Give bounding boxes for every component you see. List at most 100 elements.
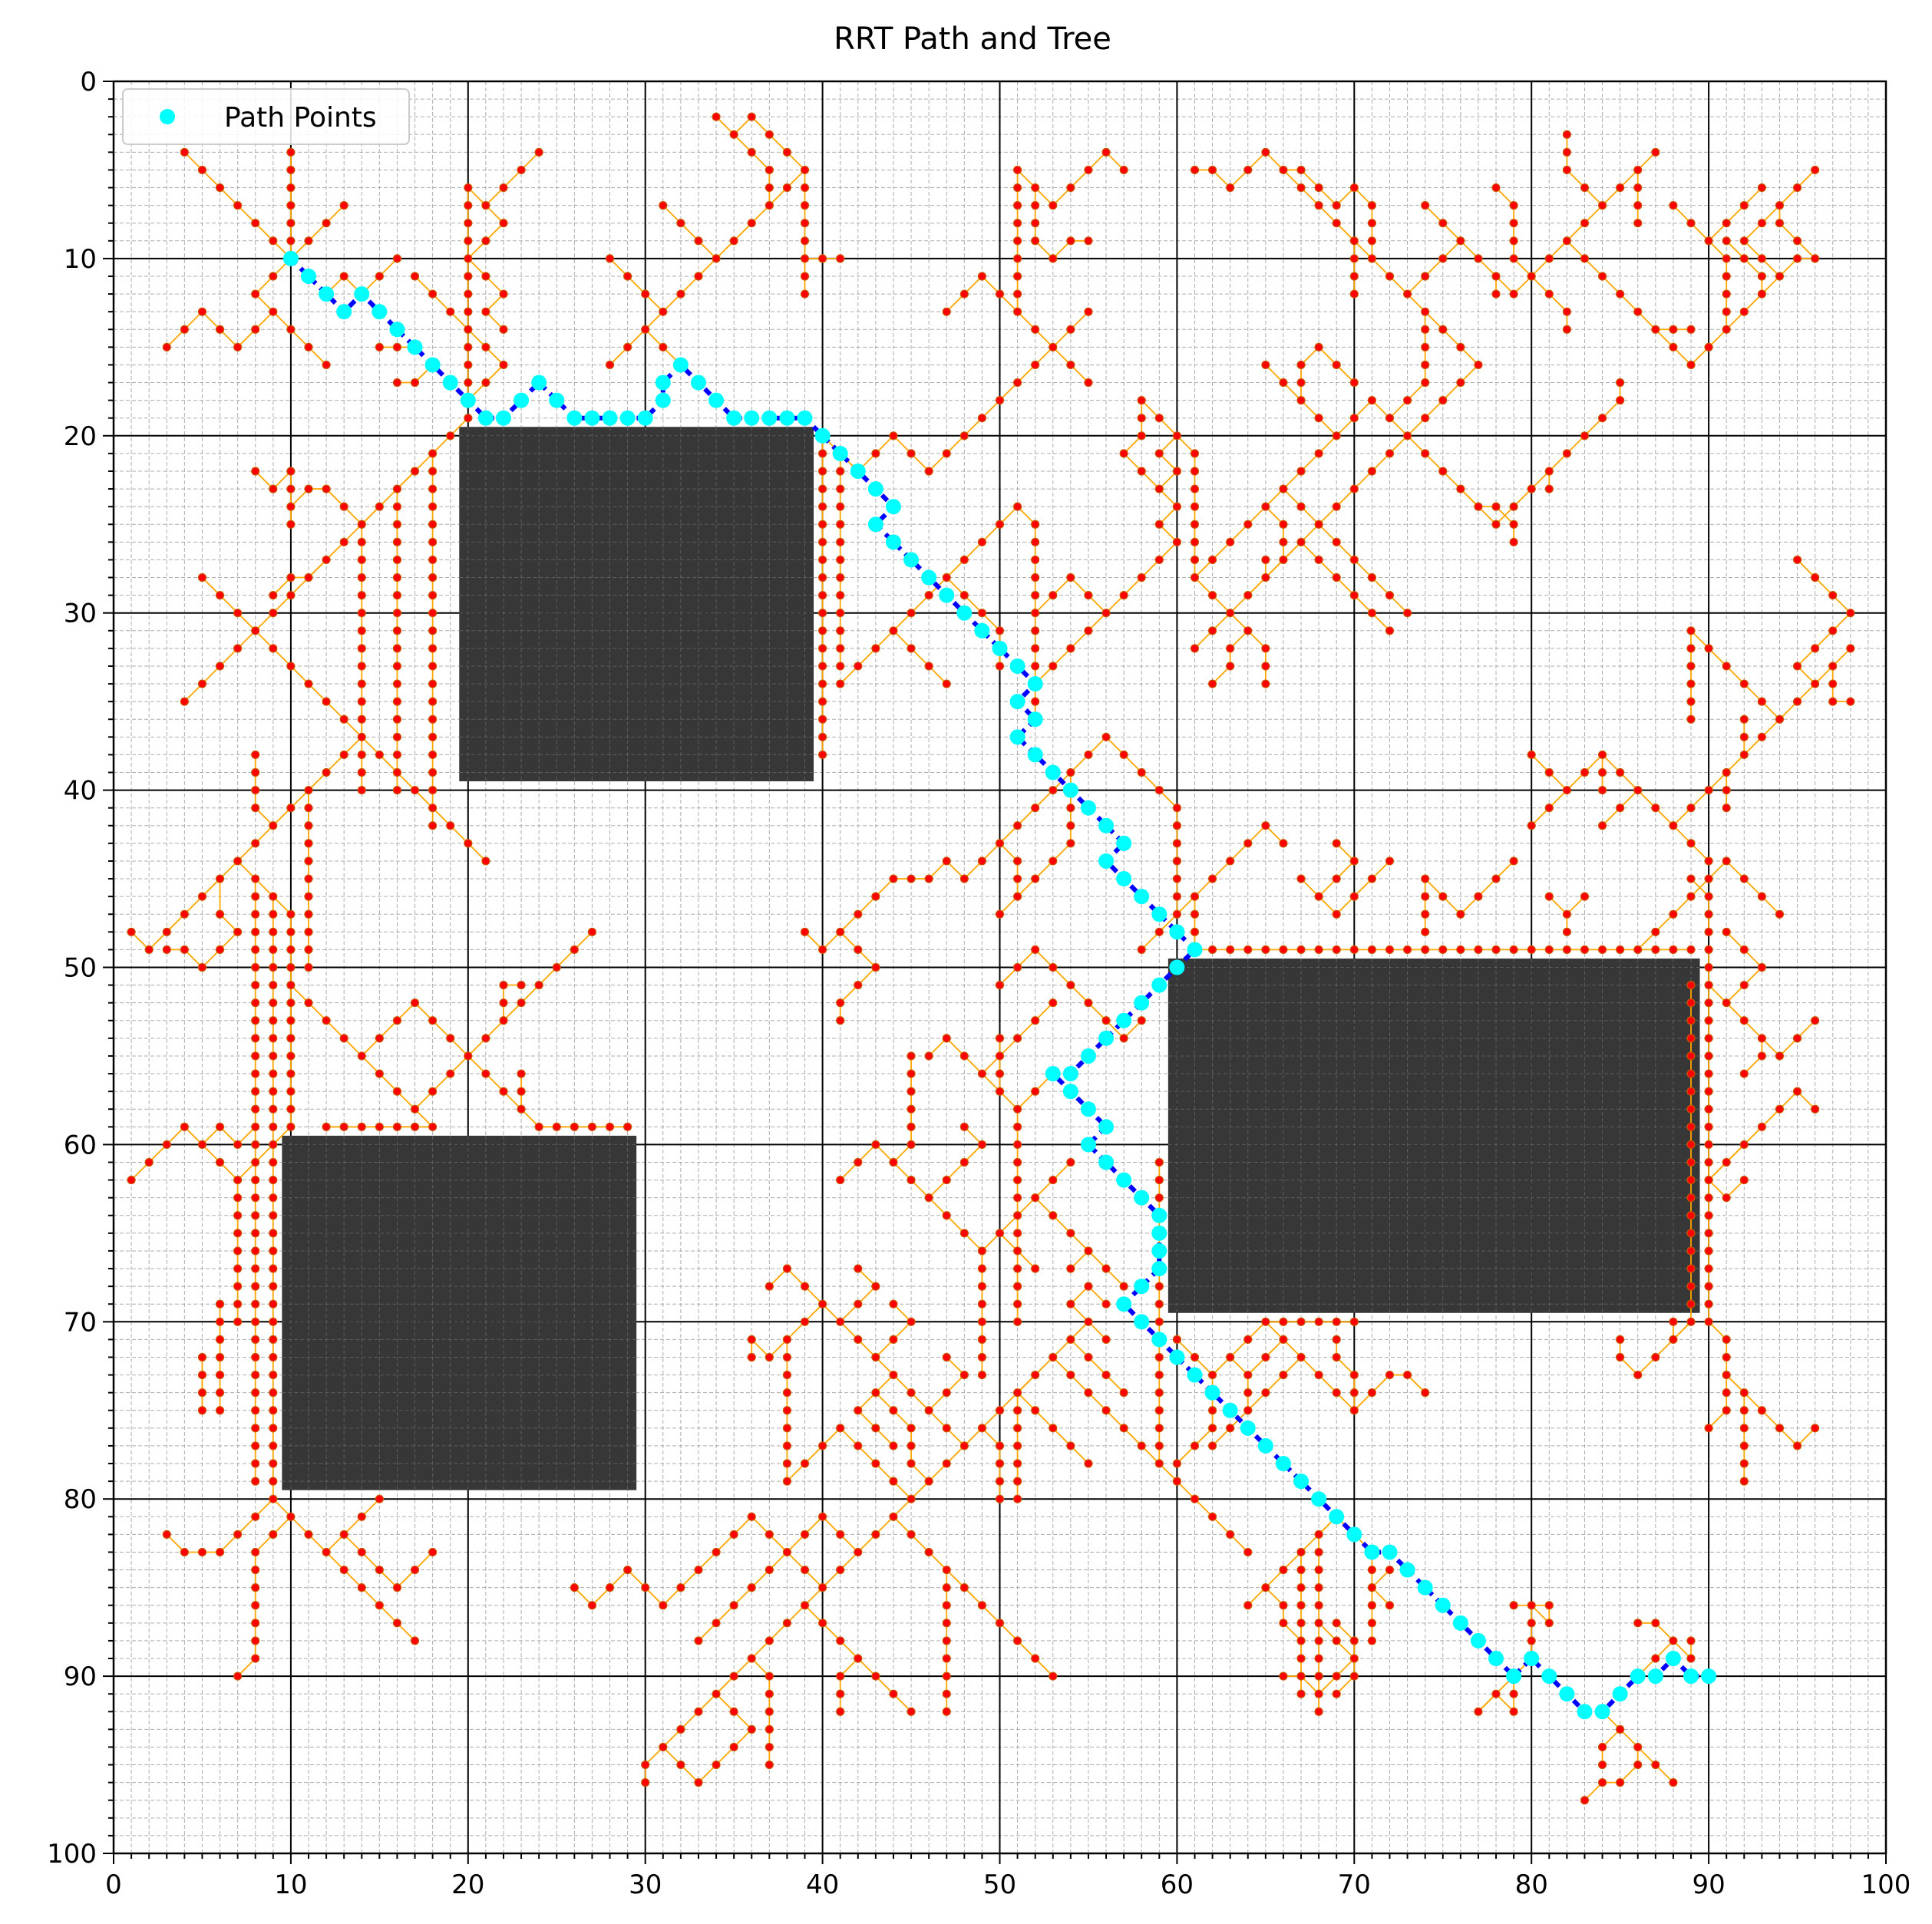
tree-node — [1828, 697, 1838, 706]
tree-node — [1190, 555, 1200, 565]
tree-node — [817, 609, 827, 618]
tree-node — [1154, 1370, 1164, 1380]
tree-node — [1722, 307, 1731, 316]
tree-node — [339, 714, 348, 724]
tree-node — [907, 1122, 916, 1131]
tree-node — [1438, 396, 1448, 405]
path-point — [1151, 1332, 1167, 1348]
tree-node — [817, 555, 827, 565]
tree-node — [1544, 804, 1554, 813]
tree-node — [357, 785, 366, 795]
tree-node — [286, 147, 296, 157]
tree-node — [1580, 1796, 1590, 1805]
tree-node — [1616, 1335, 1625, 1344]
tree-node — [995, 396, 1005, 405]
tree-node — [1491, 945, 1501, 955]
tree-node — [144, 1157, 154, 1167]
tree-node — [782, 1370, 792, 1380]
tree-node — [1544, 945, 1554, 955]
tree-node — [1296, 378, 1306, 388]
tree-node — [1739, 732, 1749, 741]
tree-node — [197, 573, 207, 582]
tree-node — [1261, 573, 1270, 582]
tree-node — [1739, 1441, 1749, 1450]
tree-node — [570, 1122, 579, 1131]
tree-node — [1279, 555, 1288, 565]
tree-node — [1846, 697, 1855, 706]
tree-node — [1704, 1051, 1713, 1061]
tree-node — [1792, 697, 1802, 706]
path-point — [708, 392, 725, 408]
tree-node — [1349, 378, 1359, 388]
tree-node — [1704, 1264, 1713, 1273]
tree-node — [464, 378, 473, 388]
tree-node — [1722, 219, 1731, 228]
path-point — [602, 410, 618, 426]
tree-node — [251, 1583, 260, 1592]
path-point — [1009, 658, 1025, 674]
tree-node — [375, 272, 384, 281]
tree-node — [269, 1051, 278, 1061]
tree-node — [1757, 697, 1766, 706]
tree-node — [1296, 360, 1306, 370]
path-point — [1293, 1474, 1309, 1490]
tree-node — [1031, 1016, 1040, 1025]
tree-node — [357, 767, 366, 777]
tree-node — [1811, 679, 1820, 688]
path-point — [372, 304, 388, 320]
tree-node — [1349, 1388, 1359, 1398]
tree-node — [959, 1370, 969, 1380]
tree-node — [1367, 396, 1376, 405]
tree-node — [304, 236, 313, 246]
path-point — [1417, 1579, 1433, 1596]
tree-node — [215, 874, 225, 883]
tree-node — [782, 1335, 792, 1344]
tree-node — [1172, 856, 1182, 866]
tree-node — [836, 1530, 845, 1539]
tree-node — [729, 1601, 738, 1610]
tree-node — [1172, 502, 1182, 511]
tree-node — [605, 1583, 615, 1592]
tree-node — [836, 1672, 845, 1681]
tree-node — [1775, 909, 1785, 919]
tree-node — [1367, 1619, 1376, 1628]
tree-node — [357, 732, 366, 741]
tree-node — [1686, 1654, 1696, 1663]
tree-node — [269, 1034, 278, 1043]
tree-node — [1722, 1157, 1731, 1167]
path-point — [1009, 694, 1025, 710]
tree-node — [1402, 396, 1412, 405]
tree-node — [1296, 537, 1306, 546]
tree-node — [1686, 1034, 1696, 1043]
tree-node — [959, 1229, 969, 1238]
x-tick-label: 0 — [105, 1870, 122, 1900]
tree-node — [1686, 804, 1696, 813]
tree-node — [286, 467, 296, 476]
path-point — [1098, 1154, 1115, 1170]
tree-node — [1031, 573, 1040, 582]
tree-node — [1066, 644, 1075, 653]
tree-node — [1154, 1424, 1164, 1433]
path-point — [407, 339, 423, 355]
tree-node — [1757, 1034, 1766, 1043]
tree-node — [1562, 785, 1571, 795]
path-point — [1435, 1597, 1451, 1613]
tree-node — [1207, 165, 1217, 175]
tree-node — [942, 1034, 951, 1043]
tree-node — [1739, 1175, 1749, 1185]
path-point — [1151, 1261, 1167, 1277]
tree-node — [215, 1547, 225, 1557]
tree-node — [1722, 254, 1731, 263]
tree-node — [1243, 1547, 1253, 1557]
tree-node — [889, 626, 898, 635]
tree-node — [1119, 1034, 1128, 1043]
tree-node — [889, 1157, 898, 1167]
tree-node — [765, 165, 774, 175]
tree-node — [836, 998, 845, 1008]
tree-node — [1031, 662, 1040, 671]
tree-node — [694, 1565, 703, 1575]
tree-node — [1314, 1530, 1323, 1539]
tree-node — [942, 1583, 951, 1592]
tree-node — [1527, 1636, 1536, 1645]
tree-node — [1031, 520, 1040, 529]
